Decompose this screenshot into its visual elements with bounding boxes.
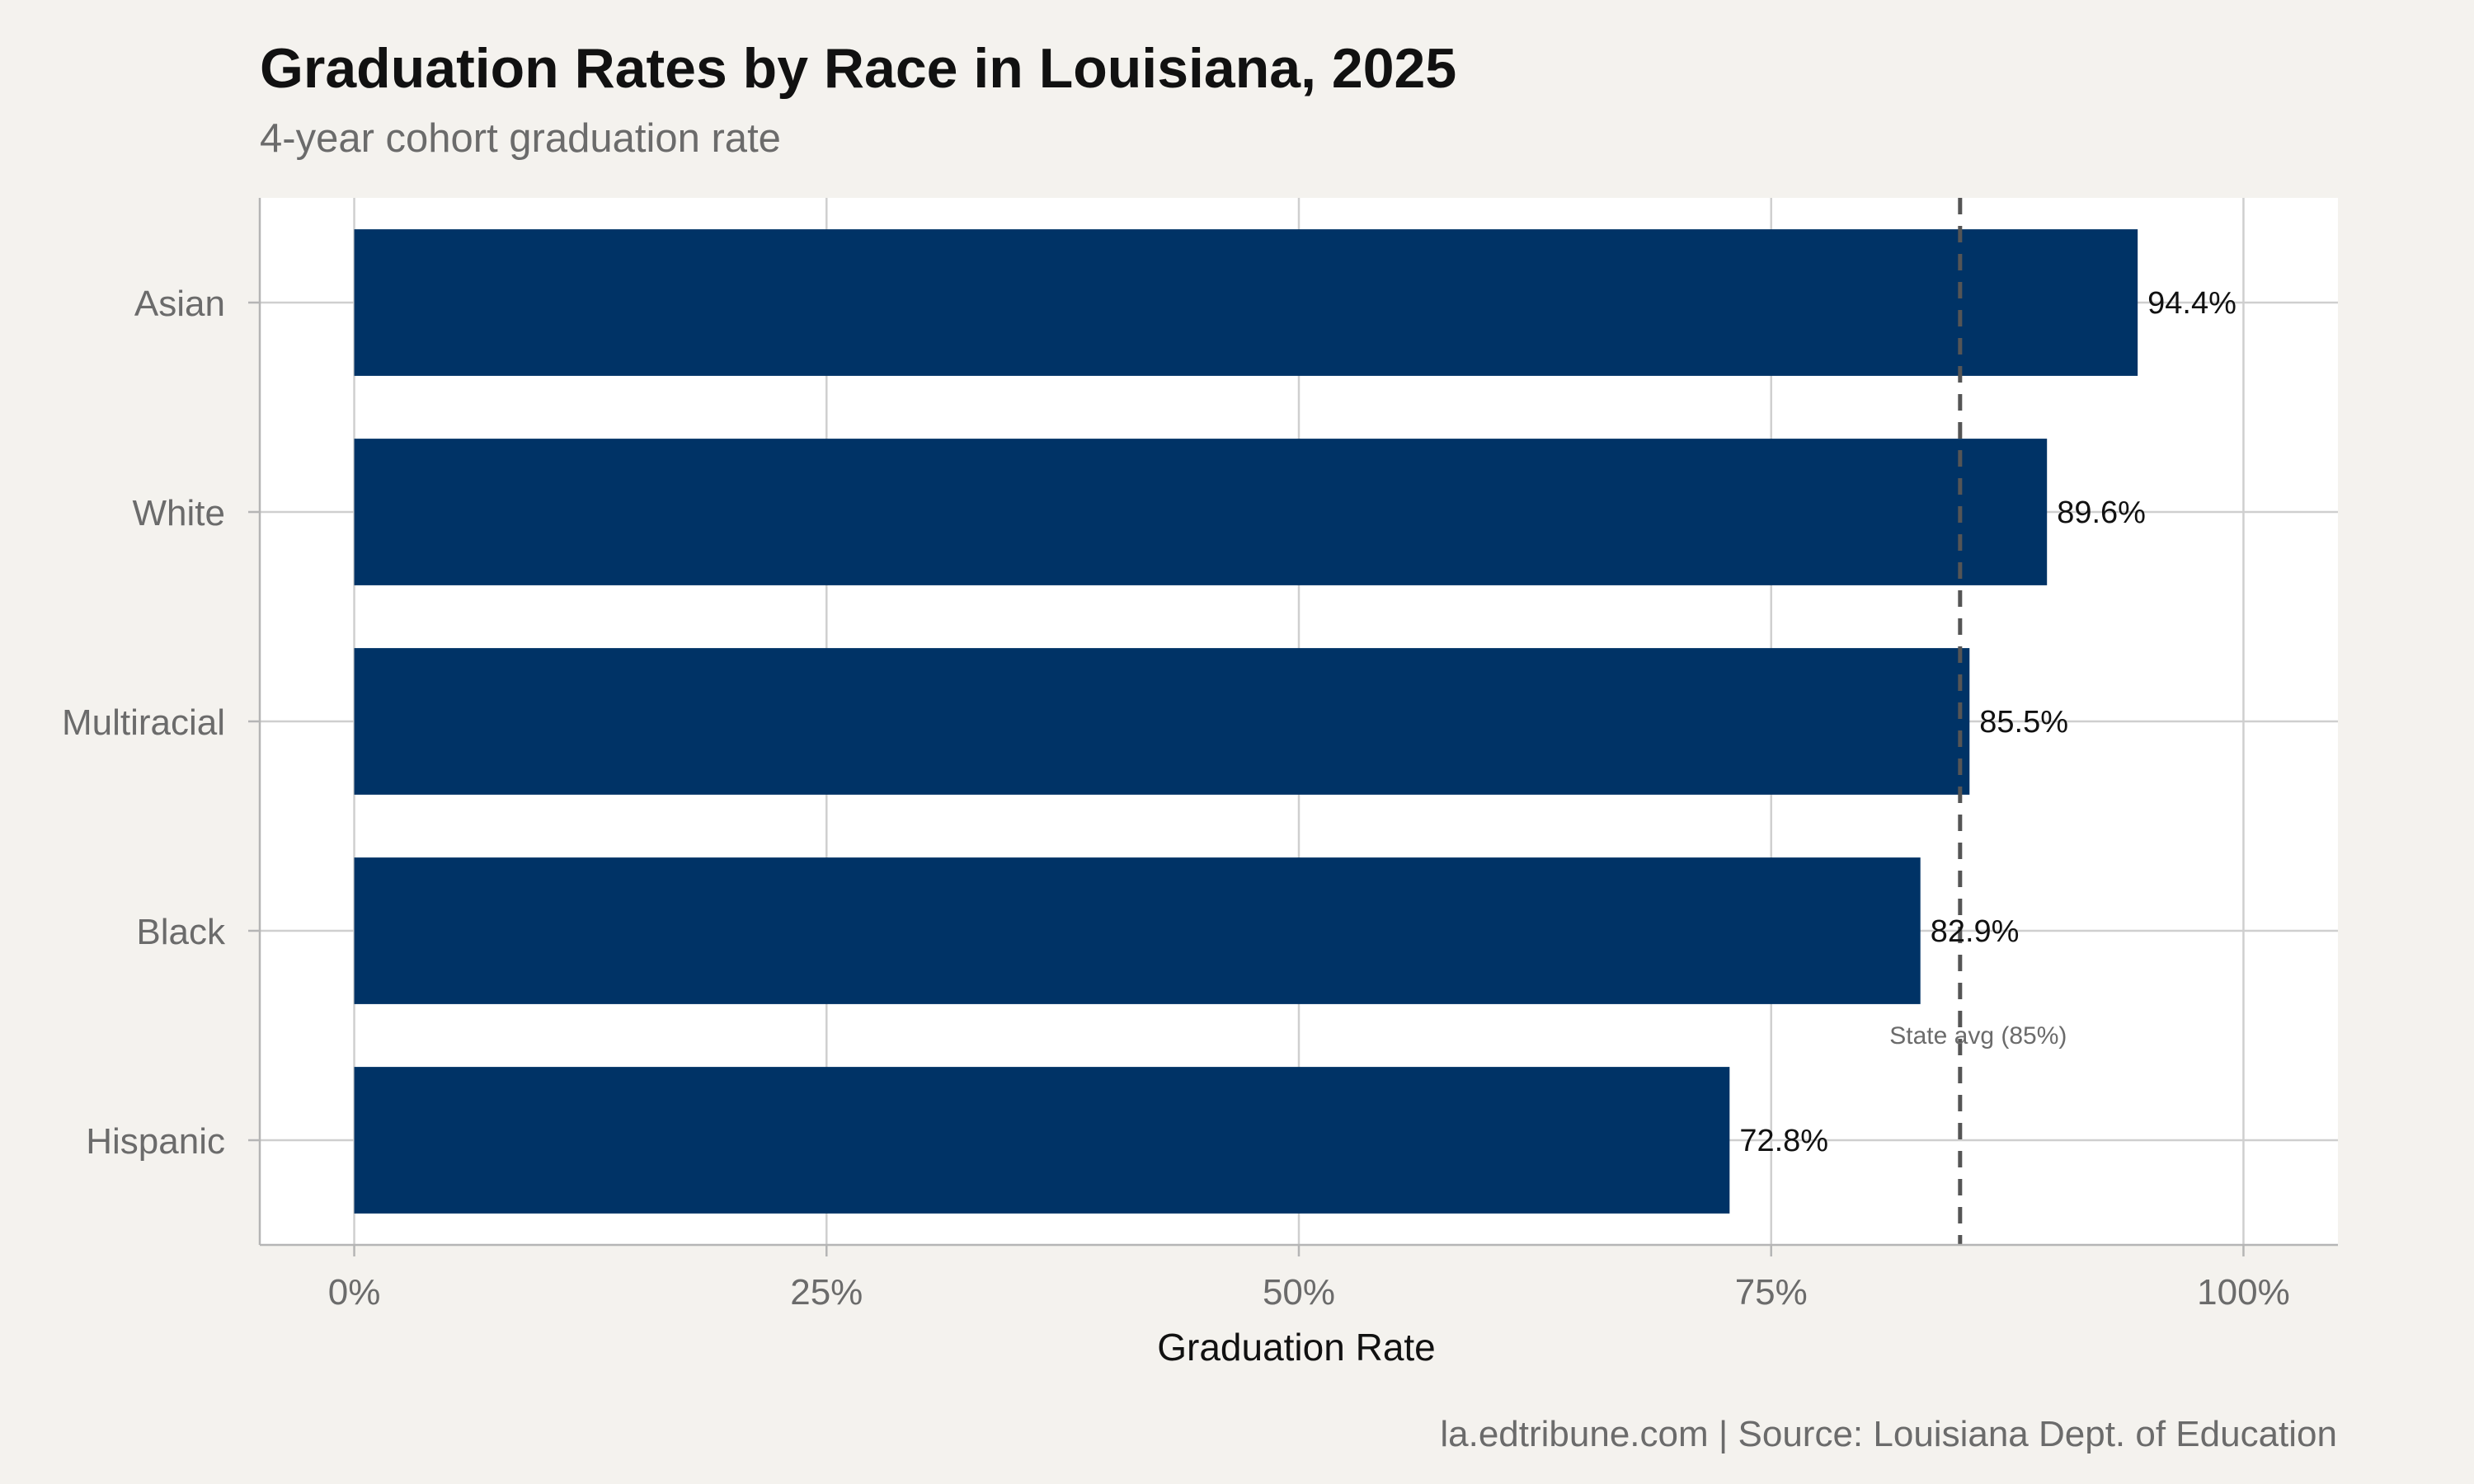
chart-title: Graduation Rates by Race in Louisiana, 2…: [260, 37, 1457, 100]
x-tick-label-1: 25%: [790, 1272, 863, 1313]
data-label-asian: 94.4%: [2147, 286, 2236, 321]
x-axis-title: Graduation Rate: [1157, 1326, 1436, 1369]
x-tick-label-3: 75%: [1735, 1272, 1808, 1313]
y-tick-label-hispanic: Hispanic: [86, 1121, 225, 1162]
bars: [354, 229, 2138, 1214]
reference-line-label: State avg (85%): [1889, 1022, 2067, 1050]
chart-subtitle: 4-year cohort graduation rate: [260, 116, 781, 161]
bar-black: [354, 857, 1921, 1004]
data-label-black: 82.9%: [1931, 914, 2020, 949]
data-labels: 94.4% 89.6% 85.5% 82.9% 72.8%: [1739, 286, 2236, 1158]
y-tick-label-black: Black: [136, 912, 226, 952]
bar-white: [354, 439, 2048, 585]
axes: Asian White Multiracial Black Hispanic 0% 25% 5…: [62, 198, 2338, 1313]
x-tick-label-0: 0%: [328, 1272, 381, 1313]
chart-caption: la.edtribune.com | Source: Louisiana Dep…: [1440, 1414, 2337, 1454]
bar-asian: [354, 229, 2138, 376]
bar-hispanic: [354, 1067, 1730, 1214]
data-label-multiracial: 85.5%: [1979, 705, 2068, 740]
y-tick-label-multiracial: Multiracial: [62, 702, 225, 743]
y-tick-label-asian: Asian: [134, 284, 225, 324]
x-tick-label-2: 50%: [1263, 1272, 1335, 1313]
reference-line-group: State avg (85%): [1889, 198, 2067, 1245]
bar-multiracial: [354, 648, 1970, 795]
data-label-hispanic: 72.8%: [1739, 1124, 1828, 1158]
y-tick-label-white: White: [133, 493, 225, 533]
x-tick-label-4: 100%: [2197, 1272, 2290, 1313]
data-label-white: 89.6%: [2057, 495, 2146, 530]
